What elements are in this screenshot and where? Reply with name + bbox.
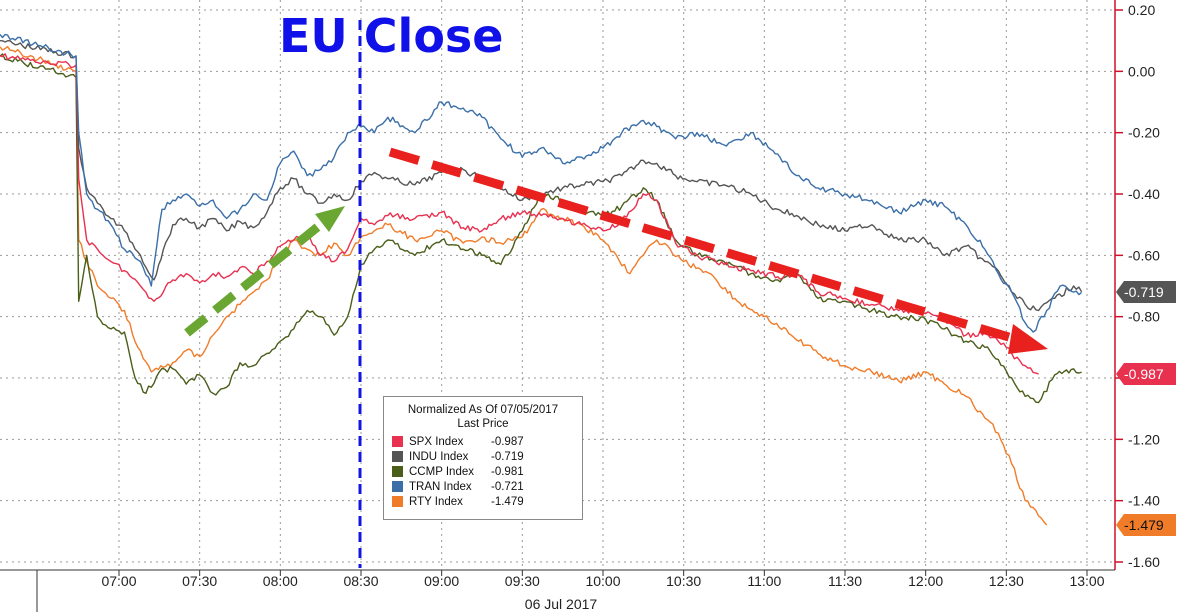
x-tick-label: 11:30	[828, 573, 862, 589]
x-axis-ticks: 07:00 07:30 08:00 08:30 09:00 09:30 10:00 10:30…	[101, 570, 1105, 589]
last-price-badge-spx: -0.987	[1116, 363, 1176, 385]
x-tick-label: 08:00	[263, 573, 298, 589]
eu-close-annotation: EU Close	[279, 9, 504, 63]
x-tick-label: 12:00	[908, 573, 943, 589]
legend-title: Normalized As Of 07/05/2017	[407, 404, 559, 416]
x-tick-label: 07:00	[101, 573, 136, 589]
x-tick-label: 07:30	[182, 573, 217, 589]
legend-series-name: TRAN Index	[409, 480, 472, 493]
series-line-tran	[0, 33, 1083, 333]
legend-swatch	[392, 496, 403, 507]
last-price-badge-indu: -0.719	[1116, 281, 1176, 303]
legend-series-value: -0.987	[491, 435, 524, 448]
legend-series-name: SPX Index	[409, 435, 464, 448]
legend-swatch	[392, 436, 403, 447]
green-up-arrow	[184, 221, 323, 337]
y-tick-label: 0.00	[1128, 63, 1155, 79]
y-tick-label: -1.60	[1128, 554, 1160, 570]
y-tick-label: -0.40	[1128, 186, 1160, 202]
red-arrow-head	[1008, 324, 1048, 354]
x-tick-label: 10:30	[666, 573, 701, 589]
legend-series-name: CCMP Index	[409, 465, 474, 478]
y-tick-label: -0.80	[1128, 309, 1160, 325]
chart-legend: Normalized As Of 07/05/2017 Last Price S…	[383, 396, 583, 520]
legend-entry: TRAN Index -0.721	[392, 479, 574, 494]
series-lines	[0, 33, 1083, 526]
legend-series-value: -1.479	[491, 495, 524, 508]
y-tick-label: -0.60	[1128, 247, 1160, 263]
series-line-rty	[0, 46, 1048, 526]
x-tick-label: 09:00	[424, 573, 459, 589]
x-tick-label: 08:30	[343, 573, 378, 589]
legend-swatch	[392, 466, 403, 477]
legend-swatch	[392, 451, 403, 462]
legend-entry: SPX Index -0.987	[392, 434, 574, 449]
green-arrow-head	[315, 206, 345, 232]
series-line-ccmp	[0, 53, 1082, 404]
y-tick-label: -0.20	[1128, 125, 1160, 141]
red-down-arrow	[388, 147, 1014, 343]
series-line-indu	[0, 40, 1083, 312]
x-tick-label: 13:00	[1069, 573, 1104, 589]
legend-entry: CCMP Index -0.981	[392, 464, 574, 479]
last-price-badge-rty: -1.479	[1116, 514, 1176, 536]
legend-series-name: INDU Index	[409, 450, 469, 463]
y-tick-label: 0.20	[1128, 2, 1155, 18]
legend-series-name: RTY Index	[409, 495, 463, 508]
legend-series-value: -0.719	[491, 450, 524, 463]
legend-swatch	[392, 481, 403, 492]
y-tick-label: -1.40	[1128, 493, 1160, 509]
series-line-spx	[0, 53, 1039, 375]
legend-subtitle: Last Price	[457, 418, 509, 430]
legend-entry: INDU Index -0.719	[392, 449, 574, 464]
y-tick-label: -1.20	[1128, 431, 1160, 447]
x-tick-label: 09:30	[505, 573, 540, 589]
legend-entries: SPX Index -0.987 INDU Index -0.719 CCMP Inde…	[392, 434, 574, 509]
x-tick-label: 11:00	[747, 573, 781, 589]
x-axis-label: 06 Jul 2017	[525, 596, 598, 612]
legend-series-value: -0.721	[491, 480, 524, 493]
x-tick-label: 12:30	[989, 573, 1024, 589]
legend-entry: RTY Index -1.479	[392, 494, 574, 509]
x-tick-label: 10:00	[585, 573, 620, 589]
legend-series-value: -0.981	[491, 465, 524, 478]
